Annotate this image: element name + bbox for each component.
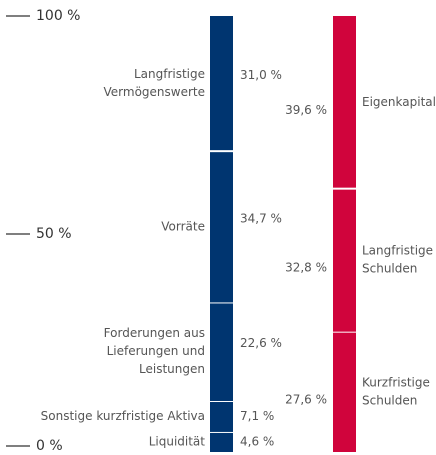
segment-name: Vermögenswerte bbox=[104, 85, 206, 99]
value-label: 7,1 % bbox=[240, 409, 274, 423]
value-label: 31,0 % bbox=[240, 68, 282, 82]
segment-name: Leistungen bbox=[139, 362, 205, 376]
value-label: 32,8 % bbox=[285, 261, 327, 275]
y-tick-label: 100 % bbox=[36, 8, 80, 24]
bar-segment bbox=[210, 432, 233, 452]
bar-segment bbox=[333, 189, 356, 332]
segment-name: Schulden bbox=[362, 262, 417, 276]
y-tick-label: 50 % bbox=[36, 226, 72, 242]
bar-segment bbox=[333, 16, 356, 188]
bar-segment bbox=[333, 332, 356, 452]
value-label: 27,6 % bbox=[285, 392, 327, 406]
segment-name: Kurzfristige bbox=[362, 375, 430, 389]
y-tick-label: 0 % bbox=[36, 438, 63, 454]
bar-segment bbox=[210, 401, 233, 432]
segment-name: Langfristige bbox=[362, 244, 433, 258]
segment-name: Vorräte bbox=[161, 219, 205, 233]
bar-segment bbox=[210, 152, 233, 303]
bar-segment bbox=[210, 303, 233, 401]
segment-name: Liquidität bbox=[149, 434, 206, 448]
segment-name: Lieferungen und bbox=[107, 344, 205, 358]
segment-name: Schulden bbox=[362, 393, 417, 407]
segment-name: Langfristige bbox=[134, 67, 205, 81]
segment-name: Forderungen aus bbox=[104, 326, 205, 340]
value-label: 34,7 % bbox=[240, 211, 282, 225]
segment-name: Eigenkapital bbox=[362, 95, 436, 109]
value-label: 22,6 % bbox=[240, 336, 282, 350]
value-label: 4,6 % bbox=[240, 434, 274, 448]
value-label: 39,6 % bbox=[285, 103, 327, 117]
bar-segment bbox=[210, 16, 233, 151]
segment-name: Sonstige kurzfristige Aktiva bbox=[41, 409, 205, 423]
